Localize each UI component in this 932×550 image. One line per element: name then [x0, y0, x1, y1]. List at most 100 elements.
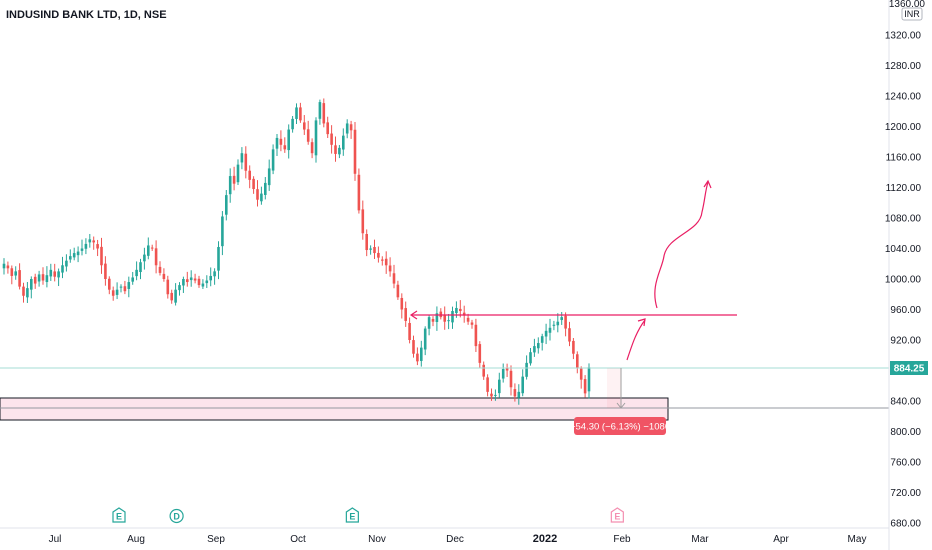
event-marker-letter: E — [349, 512, 355, 522]
candle-body — [2, 263, 6, 269]
candle-body — [369, 248, 372, 250]
candle-body — [451, 311, 454, 323]
support-zone[interactable] — [0, 397, 889, 421]
candle-body — [53, 271, 56, 277]
time-tick-label: Aug — [127, 534, 145, 545]
candle-body — [217, 246, 220, 271]
candle-body — [423, 328, 427, 350]
price-axis[interactable]: 680.00720.00760.00800.00840.00880.00920.… — [885, 0, 928, 550]
candle-body — [501, 368, 505, 379]
candle-body — [33, 276, 37, 284]
candle-body — [14, 271, 17, 276]
candle-body — [76, 251, 80, 256]
event-marker[interactable]: E — [345, 507, 359, 523]
support-zone-rect[interactable] — [0, 397, 669, 421]
measure-label-box — [574, 417, 666, 435]
short-projection-arrow[interactable] — [626, 319, 646, 361]
candle-body — [104, 263, 107, 279]
long-projection-arrow[interactable] — [654, 181, 709, 309]
currency-box[interactable] — [901, 7, 923, 21]
candle-body — [521, 376, 524, 394]
price-tick-label: 1080.00 — [885, 214, 922, 225]
price-tick-label: 760.00 — [890, 458, 921, 469]
candle-body — [560, 317, 563, 321]
measure-range — [607, 368, 621, 408]
candle-body — [189, 277, 193, 281]
candle-body — [318, 102, 322, 119]
candle-body — [143, 254, 146, 262]
candle-body — [537, 343, 540, 349]
candle-body — [310, 142, 314, 154]
candle-body — [41, 274, 45, 281]
candle-body — [435, 313, 439, 323]
candle-body — [334, 145, 337, 154]
time-tick-label: Mar — [691, 534, 709, 545]
candle-body — [345, 123, 349, 134]
price-tick-label: 840.00 — [890, 397, 921, 408]
candle-body — [244, 153, 248, 171]
time-axis[interactable]: Jul Aug Sep Oct Nov Dec 2022 Feb Mar Apr May — [0, 527, 889, 545]
candle-body — [548, 327, 552, 333]
candle-body — [283, 145, 287, 150]
candle-body — [517, 391, 521, 398]
candle-body — [252, 178, 255, 190]
candle-body — [342, 135, 345, 150]
candle-body — [392, 273, 396, 284]
candle-body — [88, 239, 92, 243]
candle-body — [236, 164, 240, 183]
candle-body — [533, 346, 536, 353]
candle-body — [49, 269, 53, 277]
candle-body — [587, 367, 591, 392]
candle-body — [509, 370, 513, 388]
candle-body — [111, 290, 115, 296]
candle-body — [357, 174, 361, 211]
candle-body — [572, 340, 575, 354]
measure-arrowhead — [616, 402, 626, 409]
candle-body — [10, 268, 14, 276]
candle-body — [326, 122, 329, 135]
candle-body — [295, 107, 298, 119]
candle-body — [174, 289, 177, 303]
last-price-tag[interactable] — [890, 361, 928, 375]
price-tick-label: 1320.00 — [885, 31, 922, 42]
candle-body — [365, 234, 368, 251]
candle-body — [240, 153, 244, 163]
time-tick-label: Jul — [49, 534, 62, 545]
candle-body — [209, 275, 212, 281]
time-tick-label: May — [848, 534, 867, 545]
long-arrowhead — [703, 179, 712, 189]
candle-body — [474, 324, 478, 347]
candle-body — [439, 311, 443, 318]
event-marker[interactable]: D — [169, 508, 184, 524]
candle-body — [45, 275, 49, 283]
candle-body — [205, 280, 209, 284]
event-marker[interactable]: E — [112, 507, 126, 523]
candle-body — [30, 279, 33, 290]
dividend-marker-icon[interactable] — [169, 508, 184, 524]
candle-body — [486, 377, 489, 392]
candle-body — [447, 320, 450, 322]
candle-body — [583, 379, 587, 394]
price-tick-label: 680.00 — [890, 519, 921, 530]
candle-body — [361, 209, 365, 234]
drawing-annotations[interactable]: −54.30 (−6.13%) −1086 — [0, 179, 889, 435]
last-price-label: 884.25 — [894, 364, 925, 375]
candle-body — [123, 286, 127, 292]
time-tick-label: Dec — [446, 534, 464, 545]
earnings-marker-icon[interactable] — [345, 507, 359, 523]
candle-body — [552, 324, 556, 326]
candle-body — [221, 216, 224, 247]
event-marker[interactable]: E — [610, 507, 624, 523]
candle-body — [330, 133, 333, 145]
candle-body — [22, 286, 25, 296]
candle-body — [131, 277, 134, 282]
earnings-marker-icon[interactable] — [610, 507, 624, 523]
earnings-marker-icon[interactable] — [112, 507, 126, 523]
event-marker-letter: E — [116, 512, 122, 522]
candle-body — [556, 321, 560, 326]
price-tick-label-top: 1360.00 — [889, 0, 926, 10]
candle-body — [482, 364, 485, 377]
candle-body — [232, 175, 236, 184]
